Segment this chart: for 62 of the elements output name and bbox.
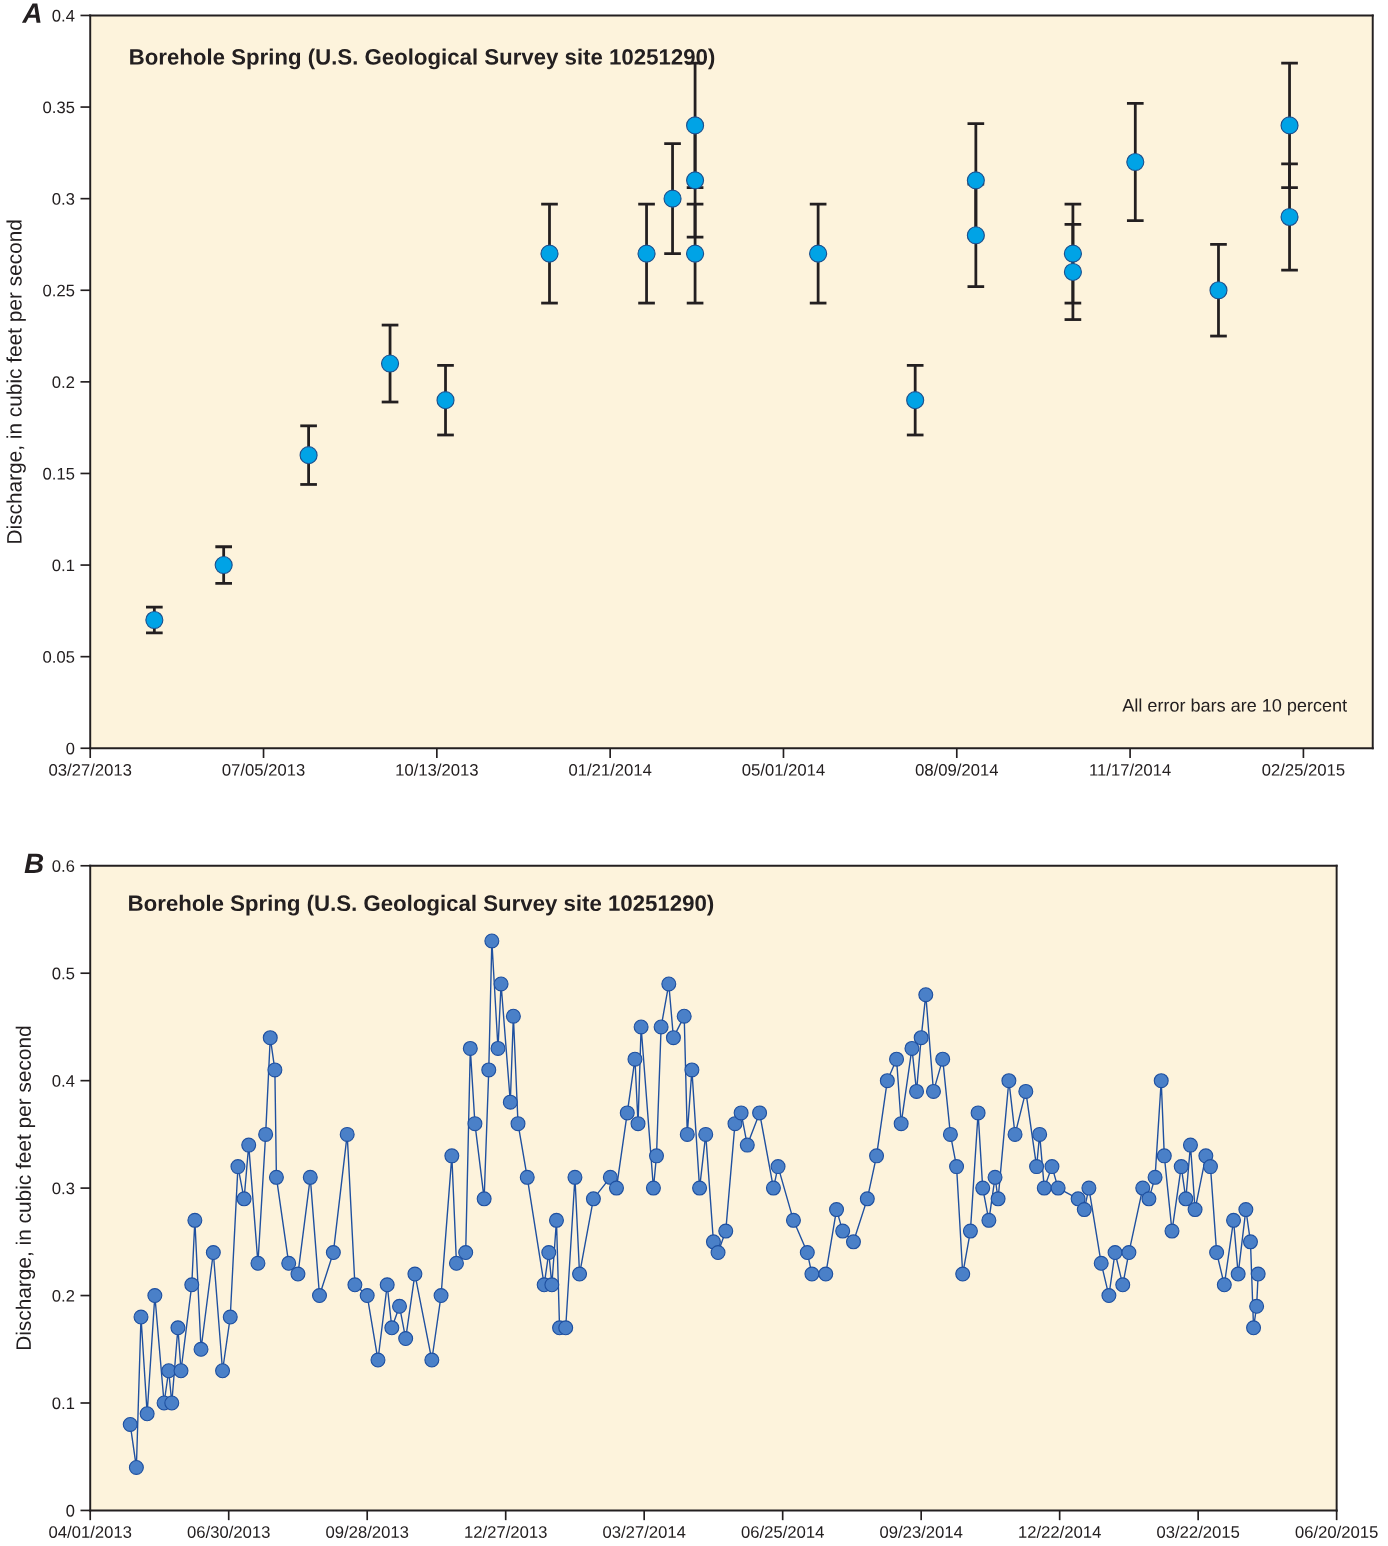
point bbox=[436, 391, 455, 410]
x-tick-label: 02/25/2015 bbox=[1262, 763, 1345, 776]
y-tick-label: 0.1 bbox=[52, 1397, 75, 1410]
point bbox=[686, 116, 705, 135]
point bbox=[214, 556, 233, 575]
x-tick-label: 06/25/2014 bbox=[741, 1525, 824, 1538]
text: A bbox=[21, 3, 41, 23]
y-axis-title: Discharge, in cubic feet per second bbox=[15, 1026, 36, 1350]
point bbox=[906, 391, 925, 410]
text: B bbox=[24, 853, 44, 873]
x-tick-label: 12/22/2014 bbox=[1019, 1525, 1101, 1538]
y-tick-label: 0.3 bbox=[52, 1182, 75, 1195]
point bbox=[966, 171, 985, 190]
point bbox=[1063, 244, 1082, 263]
point bbox=[1063, 262, 1082, 282]
y-tick-label: 0.35 bbox=[43, 101, 75, 114]
y-tick-label: 0.15 bbox=[43, 467, 75, 480]
y-tick-label: 0.3 bbox=[52, 193, 75, 205]
point bbox=[1126, 152, 1145, 172]
point bbox=[380, 354, 400, 373]
x-tick-label: 08/09/2014 bbox=[915, 763, 999, 776]
y-tick-label: 0.4 bbox=[52, 1075, 75, 1087]
y-tick-label: 0.25 bbox=[43, 284, 75, 297]
y-tick-label: 0.05 bbox=[43, 651, 75, 663]
x-tick-label: 09/28/2013 bbox=[326, 1525, 409, 1538]
point bbox=[540, 244, 559, 263]
y-tick-label: 0.6 bbox=[52, 860, 75, 872]
x-tick-label: 06/30/2013 bbox=[187, 1525, 270, 1538]
point bbox=[966, 226, 985, 245]
y-tick-label: 0.4 bbox=[52, 9, 75, 22]
x-tick-label: 03/27/2014 bbox=[603, 1525, 686, 1538]
x-tick-label: 03/22/2015 bbox=[1157, 1525, 1240, 1538]
point bbox=[686, 171, 705, 190]
point bbox=[1280, 116, 1299, 135]
y-tick-label: 0 bbox=[66, 742, 75, 755]
point bbox=[299, 446, 318, 465]
y-tick-label: 0.2 bbox=[52, 1289, 75, 1302]
x-tick-label: 01/21/2014 bbox=[569, 763, 652, 776]
x-tick-label: 12/27/2013 bbox=[465, 1525, 547, 1538]
x-tick-label: 06/20/2015 bbox=[1295, 1525, 1378, 1538]
point bbox=[663, 189, 682, 208]
y-tick-label: 0.5 bbox=[52, 967, 75, 980]
y-tick-label: 0 bbox=[66, 1504, 75, 1517]
x-tick-label: 07/05/2013 bbox=[222, 763, 305, 776]
x-tick-label: 09/23/2014 bbox=[880, 1525, 963, 1538]
x-tick-label: 04/01/2013 bbox=[49, 1525, 132, 1538]
annotation: All error bars are 10 percent bbox=[1122, 698, 1347, 716]
point bbox=[686, 244, 705, 263]
x-tick-label: 05/01/2014 bbox=[742, 763, 825, 776]
text: Borehole Spring (U.S. Geological Survey site 10251290) bbox=[129, 894, 714, 916]
point bbox=[1209, 281, 1228, 300]
y-tick-label: 0.1 bbox=[52, 559, 75, 572]
x-tick-label: 03/27/2013 bbox=[49, 763, 132, 776]
y-axis-title: Discharge, in cubic feet per second bbox=[6, 220, 26, 543]
point bbox=[1280, 207, 1299, 227]
text: Borehole Spring (U.S. Geological Survey site 10251290) bbox=[130, 48, 715, 70]
x-tick-label: 11/17/2014 bbox=[1090, 763, 1171, 776]
point bbox=[809, 244, 828, 263]
point bbox=[637, 244, 656, 263]
x-tick-label: 10/13/2013 bbox=[396, 763, 478, 776]
y-tick-label: 0.2 bbox=[52, 376, 75, 389]
point bbox=[145, 610, 164, 630]
